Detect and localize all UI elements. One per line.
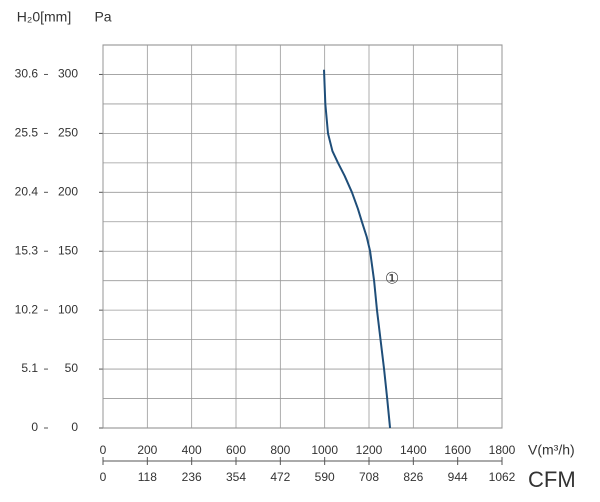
x-tick-label: 600: [226, 443, 246, 457]
y-tick-label: 0: [71, 420, 78, 434]
y2-tick-label: 20.4: [15, 184, 39, 198]
x2-axis-label: CFM: [528, 467, 576, 492]
x2-tick-label: 944: [448, 470, 468, 484]
curve: [323, 69, 392, 429]
y-tick-label: 250: [58, 126, 78, 140]
x2-tick-label: 118: [138, 470, 157, 484]
y-tick-label: 150: [58, 243, 78, 257]
y2-tick-label: 15.3: [15, 243, 39, 257]
x2-tick-label: 0: [100, 470, 107, 484]
x2-tick-label: 354: [226, 470, 246, 484]
plot-frame: [102, 44, 503, 429]
y-tick-label: 200: [58, 184, 78, 198]
y2-tick-label: 10.2: [15, 302, 39, 316]
x-axis-label: V(m³/h): [528, 442, 575, 458]
y2-tick-label: 0: [31, 420, 38, 434]
y-axis-label: Pa: [94, 9, 111, 25]
x2-tick-label: 1062: [489, 470, 516, 484]
x-tick-label: 1400: [400, 443, 427, 457]
x2-tick-label: 590: [315, 470, 335, 484]
y2-tick-label: 5.1: [21, 361, 38, 375]
x-tick-label: 1200: [356, 443, 383, 457]
x-tick-label: 1000: [311, 443, 338, 457]
x2-tick-label: 826: [403, 470, 423, 484]
x-tick-label: 800: [270, 443, 290, 457]
y-tick-label: 50: [65, 361, 79, 375]
x-tick-label: 400: [182, 443, 202, 457]
x-tick-label: 0: [100, 443, 107, 457]
x-tick-label: 1800: [489, 443, 516, 457]
y-tick-label: 300: [58, 67, 78, 81]
y2-axis-label: H₂0[mm]: [17, 9, 71, 25]
y2-tick-label: 25.5: [15, 126, 39, 140]
annotation: ①: [385, 271, 399, 288]
x-tick-label: 1600: [444, 443, 471, 457]
x2-tick-label: 472: [270, 470, 290, 484]
x-tick-label: 200: [137, 443, 157, 457]
y2-tick-label: 30.6: [15, 67, 39, 81]
x2-tick-label: 236: [182, 470, 202, 484]
y-tick-label: 100: [58, 302, 78, 316]
x2-tick-label: 708: [359, 470, 379, 484]
